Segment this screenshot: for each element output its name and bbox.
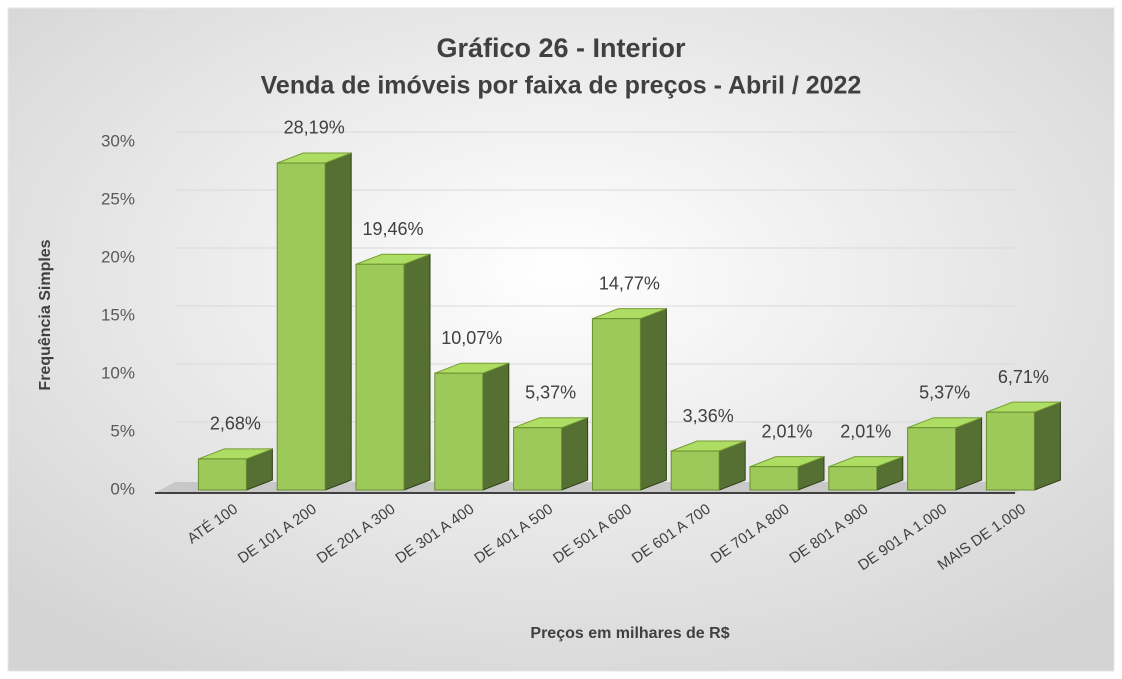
value-label: 6,71% <box>998 367 1049 387</box>
bar-group <box>907 416 983 491</box>
bar <box>828 466 878 491</box>
bar-side <box>955 416 983 491</box>
value-label: 2,01% <box>761 421 812 441</box>
y-tick-label: 15% <box>101 305 135 324</box>
bar-side <box>324 152 352 491</box>
bar-side <box>639 307 667 491</box>
value-label: 28,19% <box>284 118 345 138</box>
value-label: 10,07% <box>441 328 502 348</box>
bar-group <box>513 416 589 491</box>
bar-group <box>355 253 431 491</box>
bar-group <box>749 455 825 491</box>
bar-group <box>434 362 510 491</box>
bar-group <box>828 455 904 491</box>
bar <box>985 411 1035 491</box>
value-label: 14,77% <box>599 273 660 293</box>
bar <box>591 318 641 491</box>
chart-background <box>7 7 1115 672</box>
y-axis-label: Frequência Simples <box>37 239 54 390</box>
bar-group <box>670 440 746 491</box>
bar-group <box>276 152 352 491</box>
bar <box>513 427 563 491</box>
value-label: 5,37% <box>525 382 576 402</box>
y-tick-label: 0% <box>110 479 135 498</box>
chart-subtitle: Venda de imóveis por faixa de preços - A… <box>261 72 862 100</box>
bar <box>355 263 405 491</box>
value-label: 3,36% <box>683 406 734 426</box>
bar <box>670 450 720 491</box>
bar <box>197 458 247 491</box>
bar <box>434 372 484 491</box>
bar-side <box>561 416 589 491</box>
y-tick-label: 30% <box>101 131 135 150</box>
y-tick-label: 10% <box>101 363 135 382</box>
value-label: 5,37% <box>919 382 970 402</box>
chart-title: Gráfico 26 - Interior <box>436 33 686 63</box>
value-label: 2,01% <box>840 421 891 441</box>
bar-side <box>482 362 510 491</box>
bar-group <box>985 401 1061 491</box>
bar-side <box>1033 401 1061 491</box>
bar-group <box>197 448 273 491</box>
value-label: 2,68% <box>210 414 261 434</box>
bar-group <box>591 307 667 491</box>
y-tick-label: 25% <box>101 189 135 208</box>
bar <box>276 162 326 491</box>
bar <box>749 466 799 491</box>
value-label: 19,46% <box>362 219 423 239</box>
x-axis-label: Preços em milhares de R$ <box>530 625 729 642</box>
bar-side <box>403 253 431 491</box>
y-tick-label: 20% <box>101 247 135 266</box>
y-tick-label: 5% <box>110 421 135 440</box>
bar <box>907 427 957 491</box>
